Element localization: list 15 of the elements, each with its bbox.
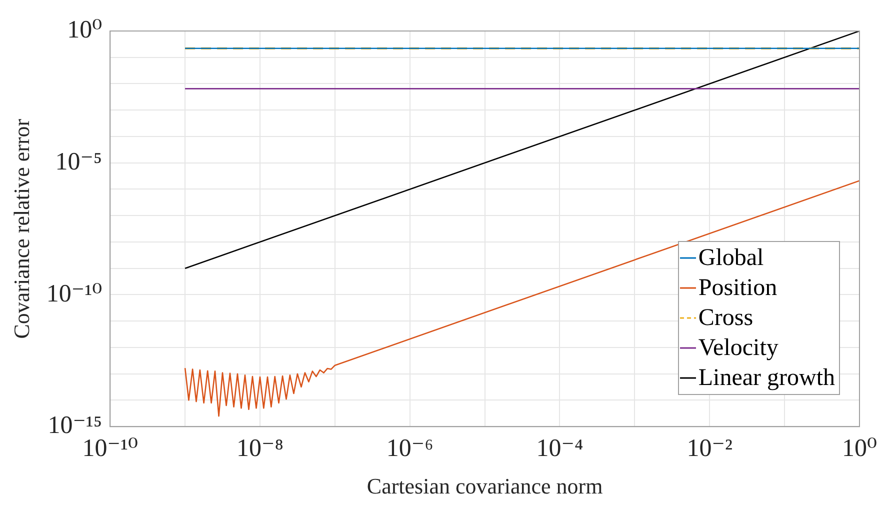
y-tick-label: 10⁻¹⁰ [46,280,102,308]
legend-label: Position [698,274,778,303]
x-tick-label: 10⁻⁶ [386,435,434,462]
y-tick-label: 10⁰ [67,16,102,44]
legend-label: Cross [698,304,754,333]
x-tick-label: 10⁰ [842,435,878,462]
legend-label: Linear growth [698,364,835,393]
x-tick-label: 10⁻⁸ [236,435,284,462]
y-tick-label: 10⁻⁵ [55,148,102,176]
x-axis-title: Cartesian covariance norm [366,474,603,499]
x-tick-label: 10⁻⁴ [536,435,584,462]
x-tick-label: 10⁻² [686,435,732,462]
y-axis-title: Covariance relative error [8,118,34,339]
legend-label: Global [698,244,764,273]
legend-label: Velocity [698,334,778,363]
